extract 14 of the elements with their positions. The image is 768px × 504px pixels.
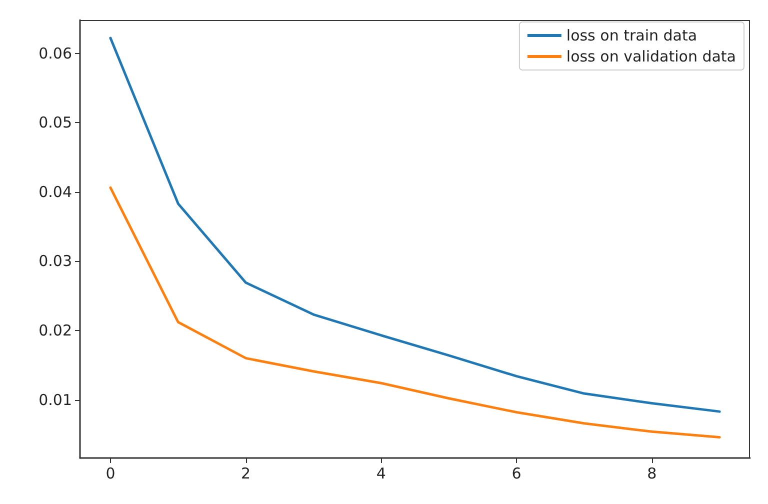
x-tick-label: 4 bbox=[376, 464, 386, 482]
y-tick-label: 0.02 bbox=[38, 321, 72, 340]
y-tick-label: 0.05 bbox=[38, 114, 72, 132]
y-tick-label: 0.04 bbox=[38, 182, 72, 201]
x-tick-label: 0 bbox=[106, 464, 116, 482]
x-tick-label: 2 bbox=[241, 464, 251, 482]
y-tick-label: 0.01 bbox=[38, 390, 72, 409]
line-series bbox=[109, 186, 721, 438]
x-tick-label: 6 bbox=[512, 464, 522, 482]
x-tick-label: 8 bbox=[647, 464, 657, 482]
y-tick-label: 0.03 bbox=[38, 252, 72, 270]
y-tick-label: 0.06 bbox=[38, 44, 72, 62]
legend-label: loss on validation data bbox=[566, 48, 736, 66]
legend-label: loss on train data bbox=[566, 26, 698, 44]
